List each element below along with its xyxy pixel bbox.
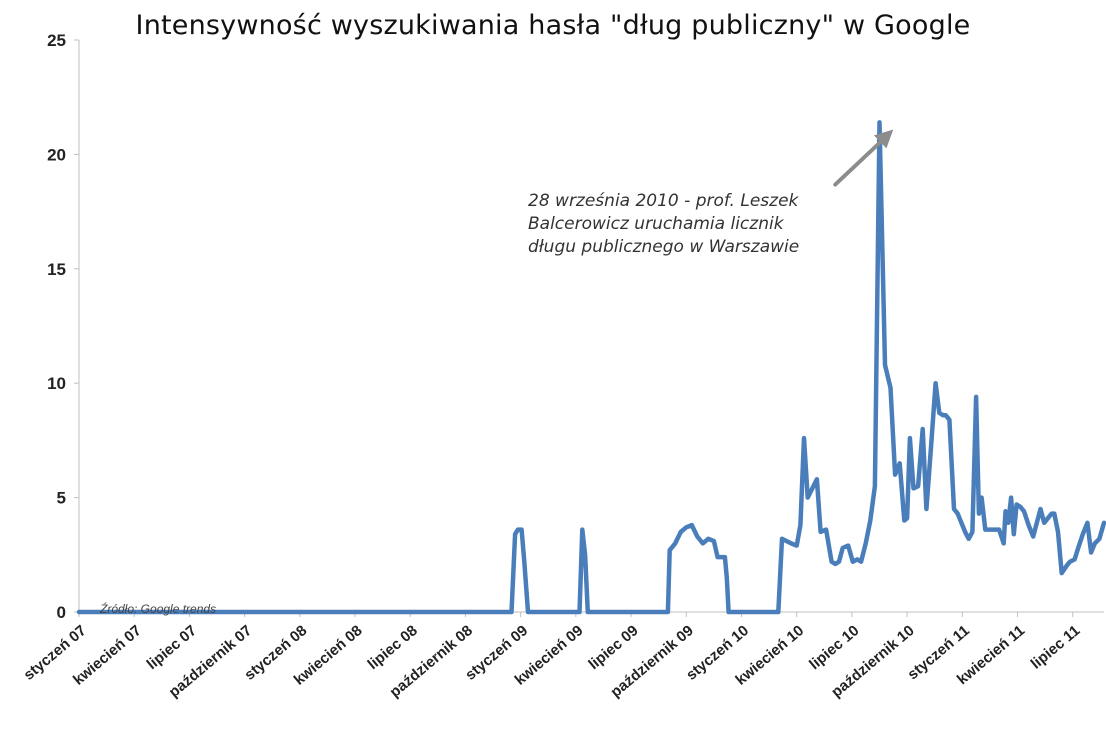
annotation-arrow-group	[833, 129, 894, 187]
annotation-line: długu publicznego w Warszawie	[528, 237, 800, 257]
chart-title: Intensywność wyszukiwania hasła "dług pu…	[135, 10, 971, 41]
annotation-arrow-head	[874, 129, 894, 149]
annotation-line: 28 września 2010 - prof. Leszek	[528, 191, 799, 211]
source-note: Źródło: Google trends	[100, 602, 217, 616]
y-tick-label: 10	[47, 374, 66, 393]
series-line	[76, 120, 1106, 615]
y-tick-label: 25	[47, 31, 66, 50]
annotation-text: 28 września 2010 - prof. Leszek Balcerow…	[528, 190, 828, 259]
y-tick-label: 0	[57, 603, 66, 622]
x-tick-label: lipiec 11	[1028, 622, 1084, 673]
y-tick-label: 15	[47, 260, 66, 279]
annotation-line: Balcerowicz uruchamia licznik	[528, 214, 784, 234]
y-tick-label: 5	[57, 489, 66, 508]
y-tick-label: 20	[47, 145, 66, 164]
annotation-arrow-shaft	[833, 135, 888, 187]
y-axis: 0 5 10 15 20 25	[47, 31, 80, 622]
series-group	[76, 120, 1106, 615]
